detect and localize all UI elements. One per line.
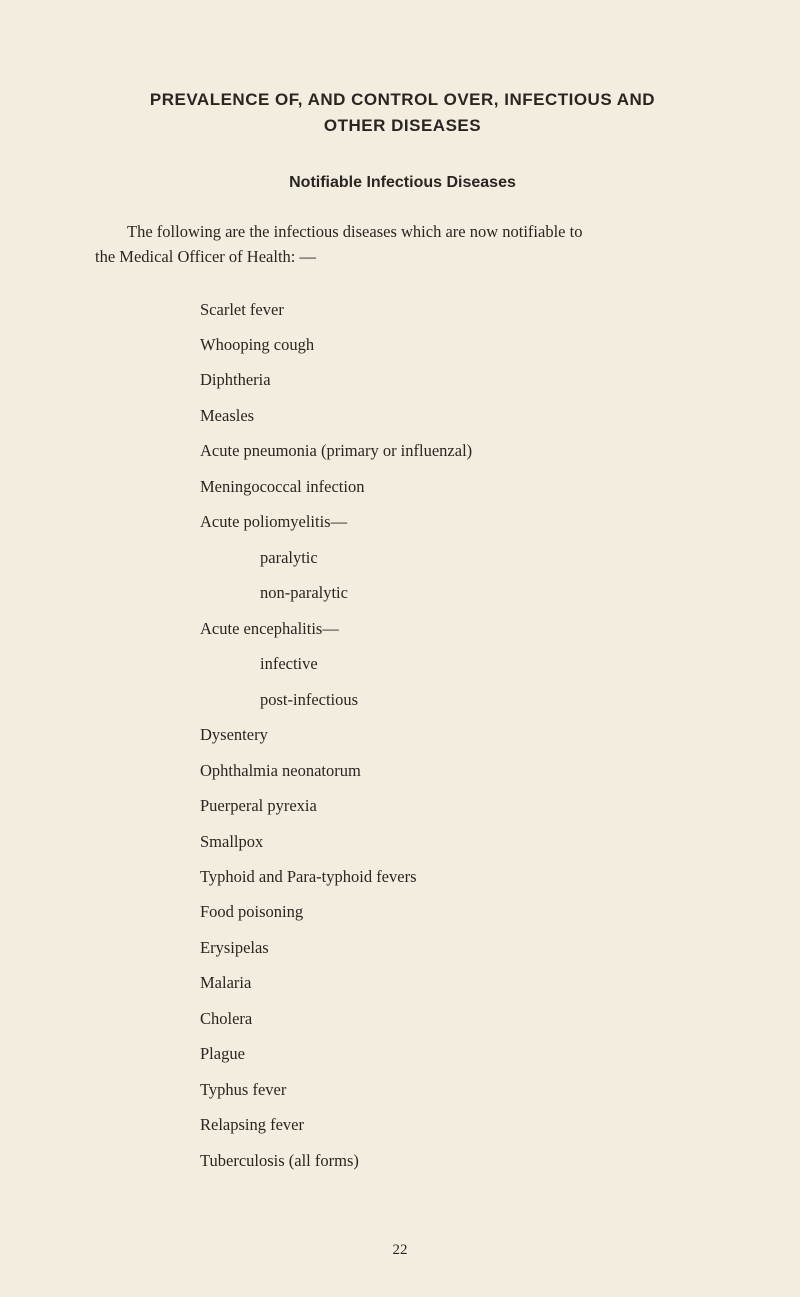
list-item: Ophthalmia neonatorum [200,753,710,788]
list-item: Acute poliomyelitis— [200,504,710,539]
title-line-2: OTHER DISEASES [95,116,710,136]
intro-line-1: The following are the infectious disease… [95,220,710,245]
list-item: Typhus fever [200,1072,710,1107]
list-item: Scarlet fever [200,292,710,327]
list-subitem: non-paralytic [260,575,710,610]
page: PREVALENCE OF, AND CONTROL OVER, INFECTI… [0,0,800,1218]
list-item: Measles [200,398,710,433]
list-item: Diphtheria [200,362,710,397]
list-item: Acute pneumonia (primary or influenzal) [200,433,710,468]
list-item: Meningococcal infection [200,469,710,504]
list-item: Tuberculosis (all forms) [200,1143,710,1178]
list-item: Acute encephalitis— [200,611,710,646]
page-number: 22 [0,1242,800,1259]
intro-line-2: the Medical Officer of Health: — [95,245,710,270]
title-line-1: PREVALENCE OF, AND CONTROL OVER, INFECTI… [95,90,710,110]
list-item: Food poisoning [200,894,710,929]
list-subitem: paralytic [260,540,710,575]
list-item: Relapsing fever [200,1107,710,1142]
list-item: Whooping cough [200,327,710,362]
intro-paragraph: The following are the infectious disease… [95,220,710,270]
list-item: Erysipelas [200,930,710,965]
list-item: Dysentery [200,717,710,752]
list-item: Puerperal pyrexia [200,788,710,823]
list-item: Typhoid and Para-typhoid fevers [200,859,710,894]
list-item: Smallpox [200,824,710,859]
list-item: Plague [200,1036,710,1071]
list-subitem: infective [260,646,710,681]
subtitle: Notifiable Infectious Diseases [95,174,710,192]
list-item: Cholera [200,1001,710,1036]
list-item: Malaria [200,965,710,1000]
list-subitem: post-infectious [260,682,710,717]
disease-list: Scarlet fever Whooping cough Diphtheria … [200,292,710,1179]
